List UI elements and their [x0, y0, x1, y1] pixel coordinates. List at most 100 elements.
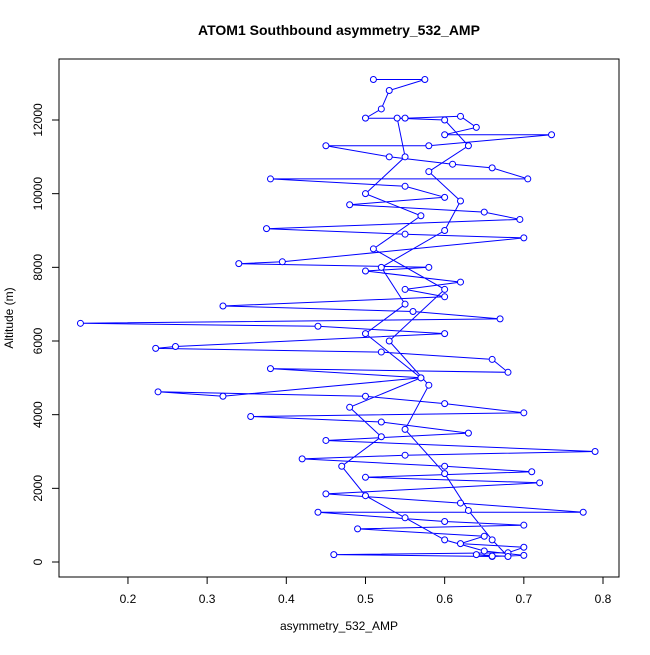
data-point — [361, 392, 369, 400]
data-point — [449, 160, 457, 168]
data-point — [346, 201, 354, 209]
data-point — [401, 514, 409, 522]
data-point — [385, 337, 393, 345]
data-point — [472, 551, 480, 559]
y-tick-label: 6000 — [31, 327, 45, 354]
x-tick-label: 0.3 — [199, 592, 216, 606]
data-point — [377, 105, 385, 113]
y-tick-label: 4000 — [31, 401, 45, 428]
data-point — [441, 131, 449, 139]
x-tick-label: 0.8 — [595, 592, 612, 606]
data-point — [464, 506, 472, 514]
data-point — [441, 227, 449, 235]
data-point — [409, 308, 417, 316]
data-point — [76, 319, 84, 327]
data-point — [425, 142, 433, 150]
data-point — [278, 258, 286, 266]
data-point — [263, 225, 271, 233]
data-point — [524, 175, 532, 183]
data-point — [361, 330, 369, 338]
data-point — [520, 234, 528, 242]
data-point — [401, 114, 409, 122]
data-point — [536, 479, 544, 487]
data-point — [528, 468, 536, 476]
data-point — [441, 536, 449, 544]
data-point — [441, 400, 449, 408]
data-point — [441, 470, 449, 478]
data-point — [361, 473, 369, 481]
data-point — [152, 344, 160, 352]
data-point — [421, 75, 429, 83]
data-point — [361, 267, 369, 275]
data-point — [520, 551, 528, 559]
data-point — [591, 448, 599, 456]
data-point — [401, 182, 409, 190]
data-point — [266, 365, 274, 373]
y-tick-label: 10000 — [31, 177, 45, 211]
data-point — [480, 208, 488, 216]
data-point — [171, 343, 179, 351]
data-point — [338, 462, 346, 470]
data-point — [361, 492, 369, 500]
data-point — [441, 293, 449, 301]
data-point — [516, 215, 524, 223]
x-tick-label: 0.7 — [515, 592, 532, 606]
y-axis-label: Altitude (m) — [2, 287, 16, 348]
data-point — [441, 462, 449, 470]
data-point — [520, 521, 528, 529]
x-tick-label: 0.2 — [120, 592, 137, 606]
data-point — [385, 153, 393, 161]
data-point — [401, 300, 409, 308]
data-point — [219, 302, 227, 310]
data-point — [456, 197, 464, 205]
data-point — [314, 322, 322, 330]
data-point — [247, 413, 255, 421]
data-point — [401, 230, 409, 238]
data-point — [322, 142, 330, 150]
data-point — [441, 285, 449, 293]
data-point — [441, 330, 449, 338]
data-point — [488, 536, 496, 544]
y-tick-label: 8000 — [31, 254, 45, 281]
data-point — [393, 114, 401, 122]
data-point — [385, 87, 393, 95]
data-point — [520, 409, 528, 417]
data-point — [417, 374, 425, 382]
data-line — [80, 79, 596, 558]
data-point — [456, 112, 464, 120]
data-point — [464, 142, 472, 150]
data-point — [266, 175, 274, 183]
data-point — [456, 499, 464, 507]
data-point — [322, 490, 330, 498]
x-tick-label: 0.6 — [436, 592, 453, 606]
data-point — [401, 451, 409, 459]
data-point — [346, 403, 354, 411]
data-point — [548, 131, 556, 139]
data-point — [154, 388, 162, 396]
chart-title: ATOM1 Southbound asymmetry_532_AMP — [198, 22, 480, 38]
data-point — [401, 425, 409, 433]
data-point — [441, 116, 449, 124]
data-point — [361, 190, 369, 198]
data-point — [480, 547, 488, 555]
data-point — [504, 552, 512, 560]
data-point — [314, 508, 322, 516]
data-point — [417, 212, 425, 220]
data-point — [369, 75, 377, 83]
data-point — [496, 315, 504, 323]
data-point — [322, 436, 330, 444]
data-point — [488, 355, 496, 363]
data-point — [441, 193, 449, 201]
data-point — [456, 540, 464, 548]
data-point — [579, 508, 587, 516]
data-point — [361, 114, 369, 122]
data-point — [330, 551, 338, 559]
data-point — [464, 429, 472, 437]
data-point — [377, 418, 385, 426]
data-point — [377, 348, 385, 356]
y-tick-label: 2000 — [31, 475, 45, 502]
data-point — [488, 164, 496, 172]
y-tick-label: 0 — [31, 558, 45, 565]
data-point — [401, 153, 409, 161]
data-point — [480, 532, 488, 540]
